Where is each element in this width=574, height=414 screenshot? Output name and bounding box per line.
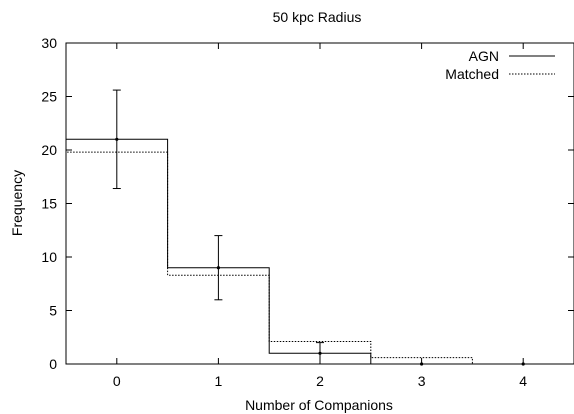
series-agn-step [65, 138, 574, 365]
x-tick-label: 0 [113, 373, 121, 389]
y-tick-label: 10 [41, 249, 57, 265]
x-tick-label: 3 [418, 373, 426, 389]
plot-frame [65, 42, 574, 365]
data-point [216, 266, 220, 270]
series-matched-step [65, 151, 473, 364]
y-tick-label: 5 [49, 303, 57, 319]
y-tick-label: 30 [41, 35, 57, 51]
data-point [115, 137, 119, 141]
x-tick-label: 1 [215, 373, 223, 389]
y-axis-title: Frequency [9, 170, 25, 236]
data-point [318, 351, 322, 355]
y-tick-label: 0 [49, 356, 57, 372]
x-tick-label: 4 [519, 373, 527, 389]
y-tick-label: 15 [41, 196, 57, 212]
chart-title: 50 kpc Radius [273, 9, 362, 25]
x-tick-label: 2 [316, 373, 324, 389]
y-tick-label: 20 [41, 142, 57, 158]
x-axis-ticks: 0 1 2 3 4 [113, 43, 527, 389]
data-point [521, 362, 525, 366]
x-axis-title: Number of Companions [245, 397, 393, 413]
y-axis-ticks: 0 5 10 15 20 25 30 [41, 35, 574, 372]
series-layer [65, 89, 574, 366]
y-tick-label: 25 [41, 89, 57, 105]
legend: AGN Matched [445, 48, 555, 82]
data-point [420, 362, 424, 366]
legend-label-agn: AGN [469, 48, 499, 64]
legend-label-matched: Matched [445, 66, 499, 82]
